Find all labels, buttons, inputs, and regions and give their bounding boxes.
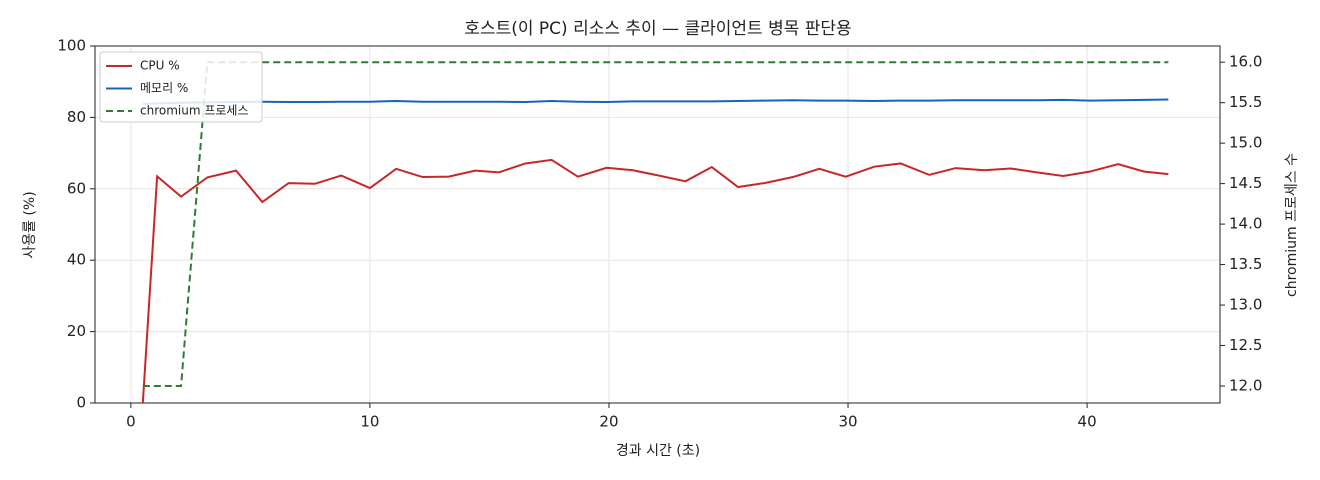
- y2-tick-label: 14.0: [1229, 215, 1262, 233]
- y2-axis-label: chromium 프로세스 수: [1284, 153, 1300, 297]
- legend-label: 메모리 %: [140, 81, 188, 95]
- y2-tick-label: 16.0: [1229, 53, 1262, 71]
- x-tick-label: 20: [599, 413, 618, 431]
- x-tick-label: 10: [360, 413, 379, 431]
- x-tick-label: 40: [1078, 413, 1097, 431]
- y2-tick-label: 12.0: [1229, 377, 1262, 395]
- y-tick-label: 80: [67, 108, 86, 126]
- legend-label: CPU %: [140, 59, 180, 73]
- y-tick-label: 100: [57, 37, 86, 55]
- y2-tick-label: 14.5: [1229, 174, 1262, 192]
- x-tick-label: 30: [838, 413, 857, 431]
- series-line: [141, 158, 1169, 403]
- legend-label: chromium 프로세스: [140, 104, 249, 118]
- x-axis-label: 경과 시간 (초): [616, 443, 700, 459]
- chart-title: 호스트(이 PC) 리소스 추이 — 클라이언트 병목 판단용: [464, 19, 851, 39]
- y2-tick-label: 15.0: [1229, 134, 1262, 152]
- y2-tick-label: 13.0: [1229, 296, 1262, 314]
- y-tick-label: 20: [67, 322, 86, 340]
- series-line: [142, 61, 1169, 387]
- x-tick-label: 0: [126, 413, 136, 431]
- y-axis-label: 사용률 (%): [22, 191, 38, 258]
- series-line: [142, 98, 1169, 105]
- legend-box: [99, 51, 263, 123]
- y2-tick-label: 15.5: [1229, 93, 1262, 111]
- y-tick-label: 0: [76, 394, 86, 412]
- y2-tick-label: 13.5: [1229, 255, 1262, 273]
- y-tick-label: 60: [67, 179, 86, 197]
- y-tick-label: 40: [67, 251, 86, 269]
- y2-tick-label: 12.5: [1229, 336, 1262, 354]
- plot-frame: [94, 45, 1221, 404]
